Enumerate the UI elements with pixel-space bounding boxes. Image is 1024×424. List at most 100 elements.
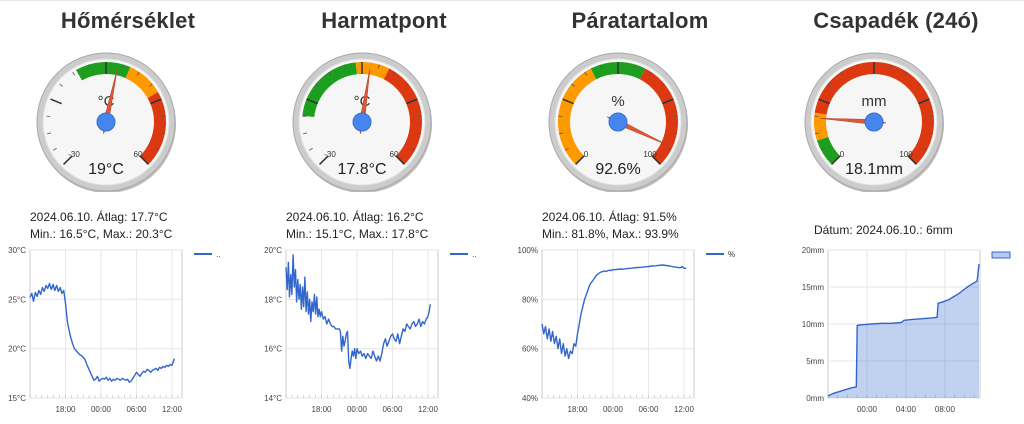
gauge-minor-tick [856,64,859,69]
gauge-minor-tick [904,71,908,76]
gauge-minor-tick [315,83,319,87]
legend-label: % [728,250,735,259]
y-tick-label: 10mm [802,320,825,329]
gauge-minor-tick [52,148,57,151]
gauge-major-tick [406,98,418,105]
legend-label: .. [472,250,476,259]
gauge-minor-tick [559,132,564,135]
y-tick-label: 5mm [806,357,824,366]
gauge-minor-tick [72,71,76,76]
x-tick-label: 00:00 [603,405,624,414]
gauge-band-1 [814,112,829,141]
series-line [541,264,687,360]
x-tick-label: 12:00 [674,405,695,414]
gauge-minor-tick [416,132,421,135]
gauge-unit-label: mm [862,93,887,110]
gauge-major-tick [575,155,585,165]
gauge-minor-tick [328,71,332,76]
gauge-minor-tick [564,148,569,151]
legend-label: .. [216,250,220,259]
gauge-band-2 [814,62,934,165]
gauge-minor-tick [344,64,347,69]
gauge-minor-tick [392,71,396,76]
gauge-band-1 [125,67,158,98]
x-tick-label: 06:00 [126,405,147,414]
gauge-minor-tick [600,64,603,69]
panel-csapadek: Csapadék (24ó) mm 0 100 18.1mm Dátum: 2024.… [768,0,1024,424]
gauge-unit-label: % [611,93,624,110]
y-tick-label: 18°C [264,295,282,304]
gauge-max-label: 100 [643,150,657,159]
gauge-major-tick [139,155,149,165]
gauge-major-tick [818,98,830,105]
gauge-max-label: 60 [134,150,143,159]
stats-average: 2024.06.10. Átlag: 16.2°C [286,210,424,224]
gauge-minor-tick [405,83,409,87]
gauge-max-label: 60 [390,150,399,159]
gauge-minor-tick [840,71,844,76]
humidity-chart: 40% 60% 80% 100% 18:00 00:00 06:00 12:00% [518,246,736,414]
panel-title: Csapadék (24ó) [813,8,979,33]
gauge-minor-tick [121,64,124,69]
series-line [827,264,980,397]
plot-area [29,249,183,399]
gauge-major-tick [907,155,917,165]
gauge-value-label: 17.8°C [337,161,386,178]
stats-min-max: Min.: 81.8%, Max.: 93.9% [542,227,679,241]
panel-title: Hőmérséklet [60,8,196,33]
panel-title: Harmatpont [321,8,447,33]
x-tick-label: 18:00 [55,405,76,414]
gauge-minor-tick [917,83,921,87]
gauge-minor-tick [160,132,165,135]
gauge-major-tick [50,98,62,105]
gauge-min-label: 0 [584,150,589,159]
gauge-band-2 [383,68,422,165]
y-tick-label: 40% [522,394,538,403]
gauge-minor-tick [149,83,153,87]
gauge-value-label: 92.6% [595,161,640,178]
top-border [0,0,1024,1]
precipitation-gauge: mm 0 100 18.1mm [804,52,944,192]
x-tick-label: 06:00 [382,405,403,414]
x-tick-label: 12:00 [418,405,439,414]
gauge-hub [352,112,372,132]
gauge-minor-tick [47,132,52,135]
x-tick-label: 18:00 [311,405,332,414]
x-tick-label: 00:00 [857,405,878,414]
y-tick-label: 25°C [8,295,26,304]
gauge-minor-tick [661,83,665,87]
gauge-minor-tick [308,148,313,151]
gauge-hub [608,112,628,132]
x-tick-label: 06:00 [638,405,659,414]
gauge-major-tick [319,155,329,165]
gauge-max-label: 100 [899,150,913,159]
gauge-major-tick [395,155,405,165]
gauge-value-label: 18.1mm [845,161,903,178]
gauge-minor-tick [88,64,91,69]
gauge-minor-tick [59,83,63,87]
x-tick-label: 00:00 [91,405,112,414]
gauge-minor-tick [820,148,825,151]
gauge-minor-tick [648,71,652,76]
gauge-minor-tick [377,64,380,69]
gauge-minor-tick [303,132,308,135]
gauge-band-0 [558,68,597,165]
dewpoint-chart: 14°C 16°C 18°C 20°C 18:00 00:00 06:00 12:00.. [264,246,476,414]
gauge-hub [864,112,884,132]
stats-date-total: Dátum: 2024.06.10.: 6mm [814,223,953,237]
gauge-minor-tick [411,148,416,151]
gauge-band-1 [355,62,390,80]
plot-area [541,249,695,399]
x-tick-label: 04:00 [896,405,917,414]
gauge-minor-tick [672,132,677,135]
gauge-minor-tick [155,148,160,151]
gauge-hub [96,112,116,132]
gauge-minor-tick [584,71,588,76]
panel-harmatpont: Harmatpont °C -30 60 17.8°C 2024.06.10. Átl… [256,0,512,424]
gauge-minor-tick [815,132,820,135]
series-line [285,254,431,370]
y-tick-label: 60% [522,345,538,354]
y-tick-label: 80% [522,295,538,304]
